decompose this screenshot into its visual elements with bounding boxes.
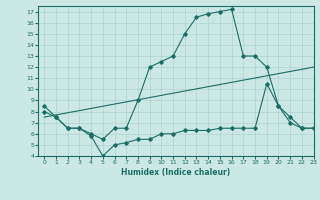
X-axis label: Humidex (Indice chaleur): Humidex (Indice chaleur) xyxy=(121,168,231,177)
